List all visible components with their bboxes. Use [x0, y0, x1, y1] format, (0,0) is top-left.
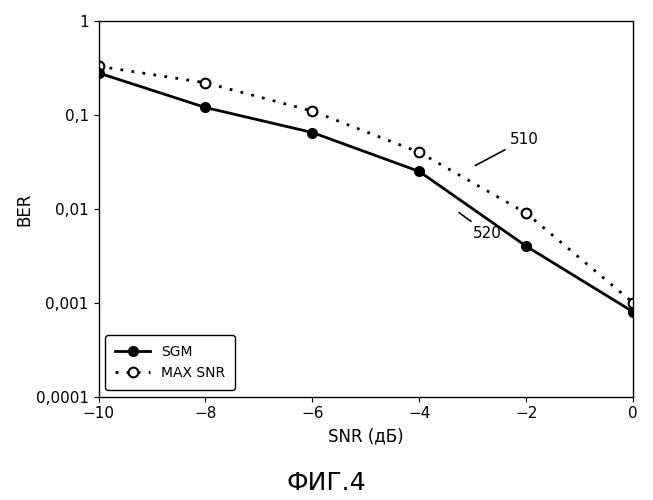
SGM — [202, 104, 210, 110]
X-axis label: SNR (дБ): SNR (дБ) — [328, 427, 404, 445]
Legend: SGM, MAX SNR: SGM, MAX SNR — [105, 336, 235, 390]
MAX SNR — [415, 150, 423, 156]
MAX SNR — [202, 80, 210, 86]
SGM — [308, 130, 316, 136]
MAX SNR — [522, 210, 530, 216]
MAX SNR — [308, 108, 316, 114]
Line: SGM: SGM — [93, 68, 638, 317]
Text: 510: 510 — [475, 132, 539, 166]
Text: 520: 520 — [459, 212, 502, 240]
MAX SNR — [95, 63, 103, 69]
SGM — [415, 168, 423, 174]
Line: MAX SNR: MAX SNR — [93, 62, 638, 308]
MAX SNR — [629, 300, 637, 306]
SGM — [95, 70, 103, 76]
Y-axis label: BER: BER — [15, 192, 33, 226]
Text: ФИГ.4: ФИГ.4 — [287, 471, 366, 495]
SGM — [522, 243, 530, 249]
SGM — [629, 309, 637, 315]
